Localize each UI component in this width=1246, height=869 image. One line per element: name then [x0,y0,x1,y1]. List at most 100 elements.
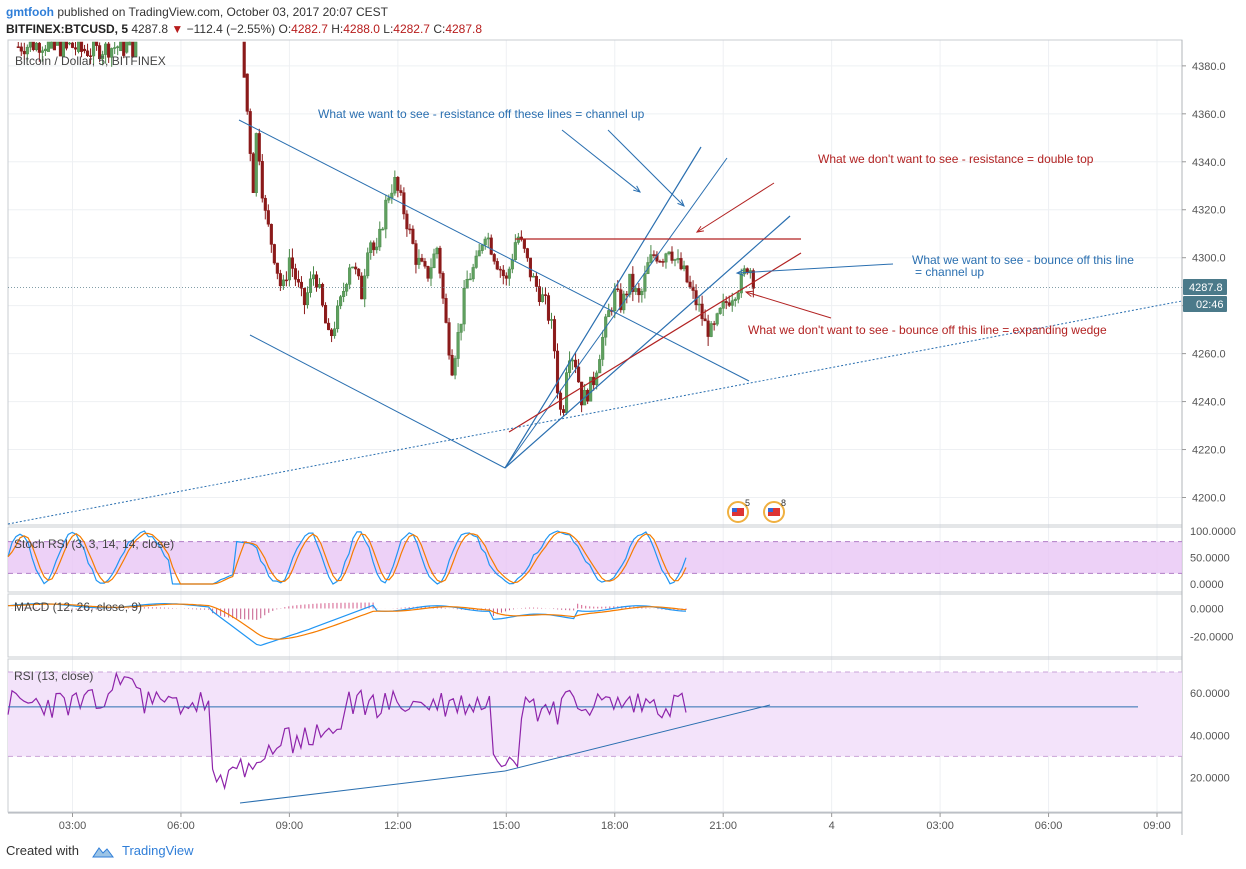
annotation-arrow[interactable] [736,263,894,274]
candle-body [330,329,334,337]
candle-body [670,251,674,261]
time-tick-label: 4 [829,820,835,832]
candle-body [552,319,557,352]
candle-body [736,292,740,300]
candle-body [104,43,108,55]
trend-line[interactable] [504,146,702,469]
trend-line[interactable] [504,157,728,469]
candle-body [507,268,511,279]
candle-body [387,197,391,201]
candle-body [549,319,554,321]
candle-body [375,246,379,251]
candle-body [619,289,623,311]
time-tick-label: 21:00 [709,820,737,832]
candle-body [269,223,273,245]
annotation-arrow[interactable] [745,291,832,319]
long-trend-line[interactable] [7,300,1183,525]
annotation-arrow-head [735,269,744,276]
trend-line[interactable] [238,119,750,382]
candle-body [625,293,629,296]
trend-line[interactable] [508,252,802,433]
annotation-arrow[interactable] [607,129,685,207]
candle-body [28,41,32,48]
tradingview-logo-icon [91,846,114,858]
event-flag-icon [768,508,780,516]
candle-body [504,275,508,279]
low-value: 4282.7 [393,22,430,36]
candle-body [43,48,47,52]
candle-body [492,254,496,262]
candle-body [456,332,460,359]
annotation-text: What we want to see - resistance off the… [318,107,645,121]
macd-signal-line [7,603,687,640]
rsi-title: RSI (13, close) [14,669,93,683]
candle-body [393,177,397,194]
candle-body [402,192,406,215]
candle-body [113,47,117,49]
open-value: 4282.7 [291,22,328,36]
candle-body [49,41,53,49]
trend-line[interactable] [249,334,506,469]
candle-body [354,266,358,270]
candle-body [363,275,367,300]
candle-body [366,252,370,277]
stoch-tick-label: 100.0000 [1190,526,1236,538]
rsi-trend-line[interactable] [239,770,506,804]
time-tick-label: 03:00 [926,820,954,832]
candle-body [70,42,75,48]
candle-body [426,265,430,279]
open-label: O: [278,22,292,36]
trend-line[interactable] [504,215,791,469]
candle-body [22,50,26,55]
candle-body [16,46,20,48]
candle-body [691,286,695,291]
candle-body [649,254,653,263]
close-label: C: [433,22,446,36]
tradingview-link[interactable]: TradingView [122,843,194,858]
event-flag-icon [732,508,737,512]
candle-body [302,288,307,306]
time-tick-label: 06:00 [167,820,195,832]
candle-body [709,323,713,337]
candle-body [83,48,87,52]
symbol-info: BITFINEX:BTCUSD, 5 4287.8 ▼ −112.4 (−2.5… [6,21,482,37]
candle-body [384,199,388,230]
countdown-tag-label: 02:46 [1196,299,1224,311]
candle-body [483,238,487,246]
footer: Created with TradingView [6,843,194,859]
candle-body [673,259,677,261]
candle-body [266,210,270,225]
candle-body [589,376,593,402]
candle-body [131,41,135,57]
rsi-trend-line[interactable] [504,704,771,772]
candle-body [540,294,545,302]
price-tick-label: 4300.0 [1192,253,1226,265]
candle-body [712,323,716,325]
candle-body [546,295,551,321]
candle-body [444,298,448,323]
candle-body [399,190,403,193]
candle-body [19,46,23,52]
candle-body [58,41,63,57]
indicator-panels [7,39,1183,835]
annotation-arrow[interactable] [561,129,641,193]
candle-body [537,286,541,302]
candle-body [486,237,490,240]
candle-body [34,42,38,51]
annotation-arrow-head [744,290,754,297]
annotation-text: What we don't want to see - resistance =… [818,152,1094,166]
last-price-tag-label: 4287.8 [1189,282,1223,294]
candle-body [98,45,102,60]
candle-body [79,41,84,52]
annotation-arrow-head [677,199,685,207]
candle-body [46,41,50,52]
candle-body [682,265,686,270]
author-name[interactable]: gmtfooh [6,5,54,19]
candle-body [435,247,439,255]
candle-body [296,279,300,283]
price-tick-label: 4360.0 [1192,109,1226,121]
annotation-arrow[interactable] [696,182,775,233]
created-with-label: Created with [6,843,79,858]
rsi-tick-label: 20.0000 [1190,773,1230,785]
